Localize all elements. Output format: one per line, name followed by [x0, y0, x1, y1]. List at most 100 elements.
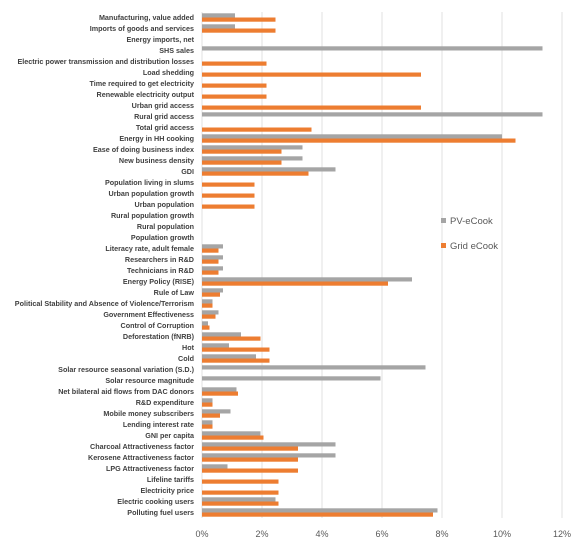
category-label: GDI: [181, 167, 194, 176]
bar-pv-ecook: [202, 387, 237, 392]
category-label: Net bilateral aid flows from DAC donors: [58, 387, 194, 396]
category-label: Population living in slums: [105, 178, 194, 187]
x-tick-label: 0%: [195, 529, 208, 539]
bar-grid-ecook: [202, 501, 279, 506]
x-axis-ticks: 0% 2% 4% 6% 8% 10% 12%: [195, 529, 571, 539]
bar-grid-ecook: [202, 28, 276, 33]
bar-pv-ecook: [202, 354, 256, 359]
bar-grid-ecook: [202, 347, 270, 352]
bar-pv-ecook: [202, 13, 235, 18]
category-label: Mobile money subscribers: [103, 409, 194, 418]
bar-pv-ecook: [202, 497, 276, 502]
category-label: LPG Attractiveness factor: [106, 464, 194, 473]
bar-grid-ecook: [202, 303, 213, 308]
bar-grid-ecook: [202, 138, 516, 143]
bar-pv-ecook: [202, 145, 303, 150]
bar-grid-ecook: [202, 402, 213, 407]
bar-grid-ecook: [202, 468, 298, 473]
bar-grid-ecook: [202, 127, 312, 132]
category-label: Government Effectiveness: [103, 310, 194, 319]
bar-pv-ecook: [202, 409, 231, 414]
legend-swatch-pv-ecook: [441, 218, 446, 223]
category-label: Charcoal Attractiveness factor: [90, 442, 194, 451]
bar-grid-ecook: [202, 446, 298, 451]
x-tick-label: 4%: [315, 529, 328, 539]
bar-pv-ecook: [202, 46, 543, 51]
category-label: Cold: [178, 354, 194, 363]
category-label: Energy Policy (RISE): [123, 277, 195, 286]
legend-swatch-grid-ecook: [441, 243, 446, 248]
bar-grid-ecook: [202, 182, 255, 187]
bar-grid-ecook: [202, 171, 309, 176]
bars: [202, 13, 543, 517]
gridlines: [201, 12, 563, 518]
category-label: Polluting fuel users: [127, 508, 194, 517]
bar-grid-ecook: [202, 149, 282, 154]
bar-grid-ecook: [202, 457, 298, 462]
category-label: Kerosene Attractiveness factor: [88, 453, 194, 462]
bar-grid-ecook: [202, 314, 216, 319]
category-label: Urban grid access: [132, 101, 194, 110]
x-tick-label: 6%: [375, 529, 388, 539]
bar-pv-ecook: [202, 321, 208, 326]
category-label: Time required to get electricity: [89, 79, 194, 88]
bar-pv-ecook: [202, 442, 336, 447]
category-label: Researchers in R&D: [125, 255, 194, 264]
category-label: Lifeline tariffs: [147, 475, 194, 484]
category-label: Rural population growth: [111, 211, 194, 220]
bar-pv-ecook: [202, 266, 223, 271]
bar-pv-ecook: [202, 288, 223, 293]
bar-grid-ecook: [202, 259, 219, 264]
bar-pv-ecook: [202, 112, 543, 117]
bar-grid-ecook: [202, 61, 267, 66]
bar-pv-ecook: [202, 343, 229, 348]
bar-pv-ecook: [202, 431, 261, 436]
bar-grid-ecook: [202, 358, 270, 363]
bar-grid-ecook: [202, 270, 219, 275]
bar-grid-ecook: [202, 336, 261, 341]
bar-grid-ecook: [202, 94, 267, 99]
x-tick-label: 8%: [435, 529, 448, 539]
category-label: Urban population growth: [109, 189, 194, 198]
category-label: Electric cooking users: [117, 497, 194, 506]
category-label: Literacy rate, adult female: [105, 244, 194, 253]
bar-pv-ecook: [202, 365, 426, 370]
category-label: Deforestation (fNRB): [123, 332, 195, 341]
bar-grid-ecook: [202, 83, 267, 88]
bar-pv-ecook: [202, 167, 336, 172]
category-labels: Manufacturing, value added Imports of goo…: [15, 13, 195, 517]
bar-pv-ecook: [202, 310, 219, 315]
category-label: Total grid access: [136, 123, 194, 132]
category-label: Solar resource magnitude: [105, 376, 194, 385]
bar-pv-ecook: [202, 453, 336, 458]
legend: PV-eCook Grid eCook: [441, 216, 498, 252]
bar-grid-ecook: [202, 435, 264, 440]
x-tick-label: 2%: [255, 529, 268, 539]
bar-grid-ecook: [202, 281, 388, 286]
bar-grid-ecook: [202, 292, 220, 297]
bar-grid-ecook: [202, 160, 282, 165]
category-label: Electric power transmission and distribu…: [17, 57, 194, 66]
x-tick-label: 10%: [493, 529, 511, 539]
bar-pv-ecook: [202, 244, 223, 249]
bar-grid-ecook: [202, 105, 421, 110]
category-label: GNI per capita: [145, 431, 195, 440]
bar-pv-ecook: [202, 508, 438, 513]
bar-grid-ecook: [202, 512, 433, 517]
bar-grid-ecook: [202, 413, 220, 418]
bar-grid-ecook: [202, 248, 219, 253]
category-label: Solar resource seasonal variation (S.D.): [58, 365, 194, 374]
category-label: Electricity price: [140, 486, 194, 495]
bar-grid-ecook: [202, 391, 238, 396]
bar-pv-ecook: [202, 398, 213, 403]
bar-pv-ecook: [202, 24, 235, 29]
bar-pv-ecook: [202, 299, 213, 304]
category-label: Political Stability and Absence of Viole…: [15, 299, 194, 308]
bar-grid-ecook: [202, 490, 279, 495]
category-label: Population growth: [131, 233, 194, 242]
bar-grid-ecook: [202, 193, 255, 198]
bar-pv-ecook: [202, 332, 241, 337]
category-label: Lending interest rate: [123, 420, 194, 429]
bar-pv-ecook: [202, 464, 228, 469]
